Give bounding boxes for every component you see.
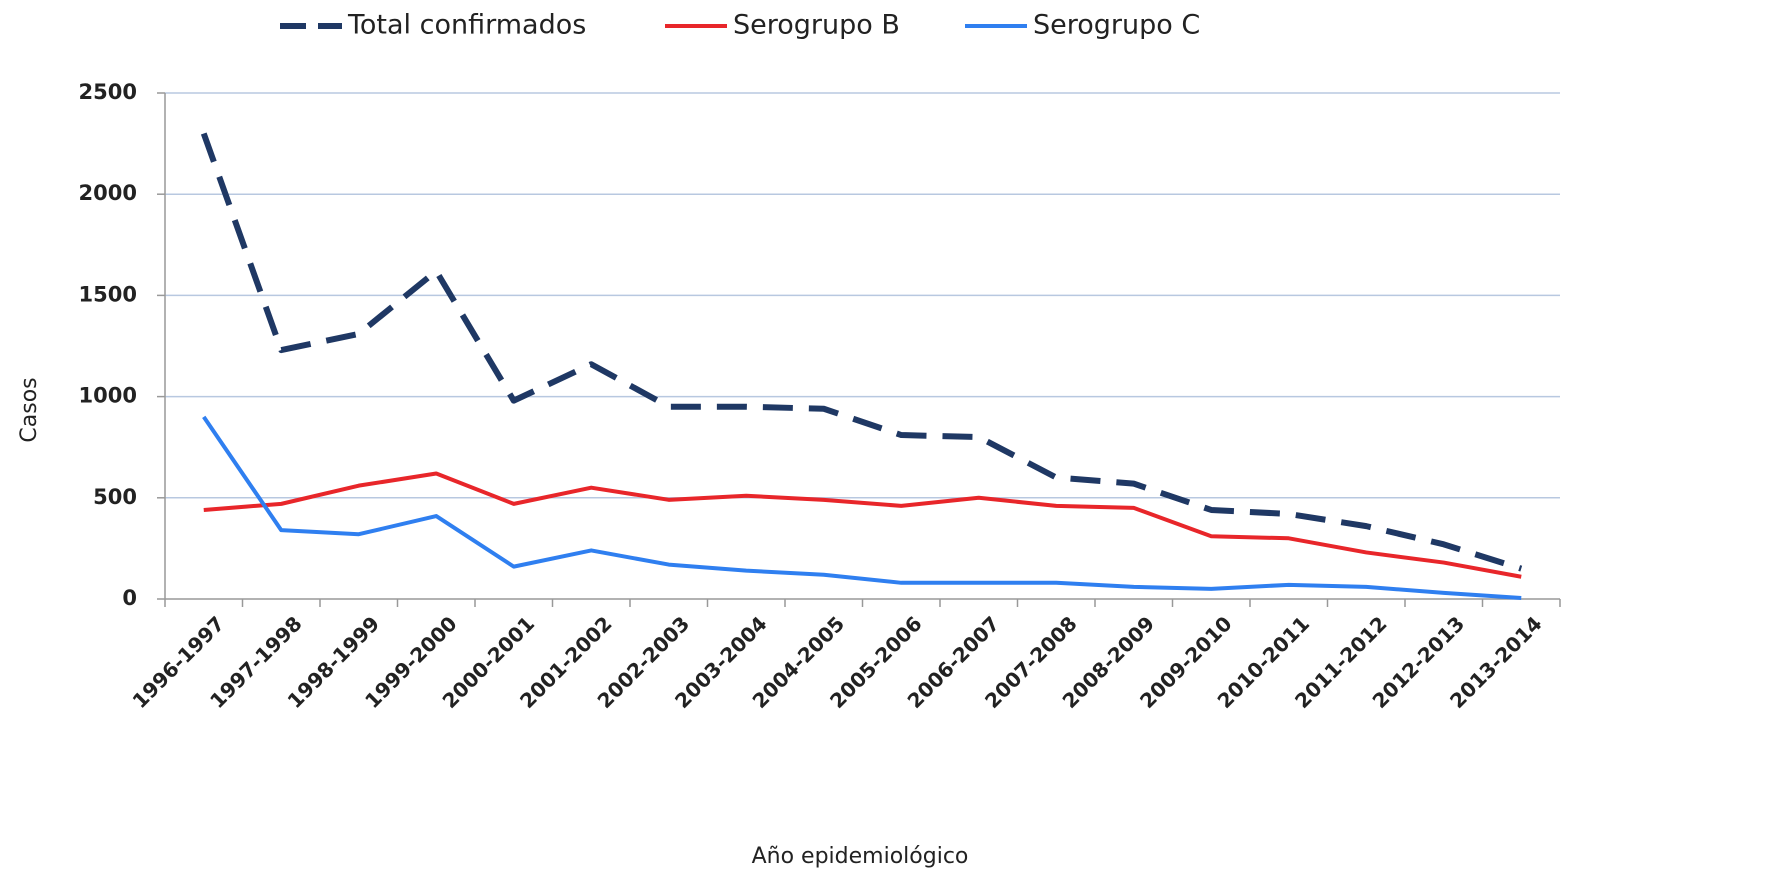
legend-label: Serogrupo C xyxy=(1033,10,1200,41)
line-series xyxy=(202,415,1522,600)
y-tick-label: 500 xyxy=(93,485,137,509)
y-tick-label: 1500 xyxy=(79,282,137,306)
y-tick-label: 2000 xyxy=(79,181,137,205)
line-series xyxy=(200,132,1523,572)
y-tick-label: 2500 xyxy=(79,80,137,104)
legend-label: Serogrupo B xyxy=(733,10,900,41)
y-tick-label: 1000 xyxy=(79,384,137,408)
legend-label: Total confirmados xyxy=(347,10,586,41)
y-tick-label: 0 xyxy=(122,586,137,610)
x-axis-label: Año epidemiológico xyxy=(752,844,969,869)
line-series xyxy=(203,471,1522,579)
y-axis-label: Casos xyxy=(17,377,42,442)
